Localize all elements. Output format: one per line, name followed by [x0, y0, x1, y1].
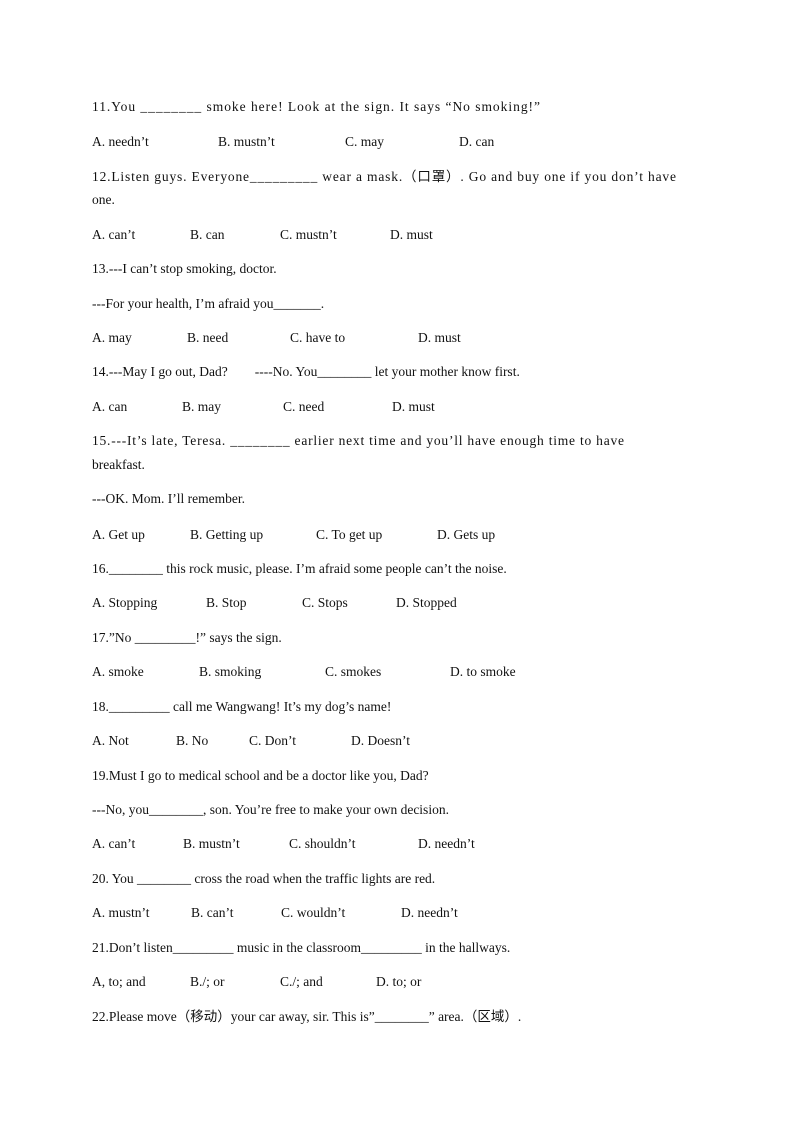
option: C. mustn’t — [280, 227, 337, 242]
question-text: 18._________ call me Wangwang! It’s my d… — [92, 699, 391, 714]
option: A. Stopping — [92, 595, 158, 610]
option: B. can — [190, 227, 225, 242]
option: D. Gets up — [437, 527, 495, 542]
option: D. can — [459, 134, 494, 149]
question-text: 14.---May I go out, Dad? ----No. You____… — [92, 364, 520, 379]
option: D. needn’t — [401, 905, 458, 920]
option: A. smoke — [92, 664, 144, 679]
question-text: ---For your health, I’m afraid you______… — [92, 296, 324, 311]
option: B. Getting up — [190, 527, 263, 542]
option: A. needn’t — [92, 134, 149, 149]
option: C. shouldn’t — [289, 836, 356, 851]
question-text: 13.---I can’t stop smoking, doctor. — [92, 261, 277, 276]
option: C. may — [345, 134, 384, 149]
option: C. need — [283, 399, 324, 414]
option: A. mustn’t — [92, 905, 150, 920]
option: A, to; and — [92, 974, 146, 989]
option: D. must — [418, 330, 461, 345]
question-text: 20. You ________ cross the road when the… — [92, 871, 435, 886]
question-text: 12.Listen guys. Everyone_________ wear a… — [92, 169, 676, 184]
option: D. must — [390, 227, 433, 242]
option: A. can’t — [92, 227, 135, 242]
option: A. Not — [92, 733, 129, 748]
option: D. needn’t — [418, 836, 475, 851]
question-text: 17.”No _________!” says the sign. — [92, 630, 282, 645]
question-text: 21.Don’t listen_________ music in the cl… — [92, 940, 510, 955]
option: A. may — [92, 330, 132, 345]
question-text: one. — [92, 192, 115, 207]
option: C. wouldn’t — [281, 905, 346, 920]
option: C. have to — [290, 330, 345, 345]
option: C. To get up — [316, 527, 383, 542]
option: D. to; or — [376, 974, 422, 989]
option: B. Stop — [206, 595, 247, 610]
option: D. to smoke — [450, 664, 516, 679]
option: C. Don’t — [249, 733, 296, 748]
option: B. may — [182, 399, 221, 414]
question-text: 19.Must I go to medical school and be a … — [92, 768, 429, 783]
option: D. Doesn’t — [351, 733, 410, 748]
option: B. can’t — [191, 905, 234, 920]
option: C./; and — [280, 974, 323, 989]
option: C. smokes — [325, 664, 381, 679]
option: B. need — [187, 330, 228, 345]
option: A. Get up — [92, 527, 145, 542]
option: B. mustn’t — [183, 836, 240, 851]
question-text: breakfast. — [92, 457, 145, 472]
option: C. Stops — [302, 595, 348, 610]
question-text: 16.________ this rock music, please. I’m… — [92, 561, 507, 576]
option: A. can’t — [92, 836, 135, 851]
question-text: 15.---It’s late, Teresa. ________ earlie… — [92, 433, 624, 448]
question-text: 22.Please move（移动）your car away, sir. Th… — [92, 1009, 521, 1024]
option: A. can — [92, 399, 127, 414]
option: B./; or — [190, 974, 225, 989]
option: B. mustn’t — [218, 134, 275, 149]
option: B. No — [176, 733, 209, 748]
option: D. must — [392, 399, 435, 414]
question-text: 11.You ________ smoke here! Look at the … — [92, 99, 540, 114]
option: D. Stopped — [396, 595, 457, 610]
option: B. smoking — [199, 664, 262, 679]
question-text: ---No, you________, son. You’re free to … — [92, 802, 449, 817]
question-text: ---OK. Mom. I’ll remember. — [92, 491, 245, 506]
